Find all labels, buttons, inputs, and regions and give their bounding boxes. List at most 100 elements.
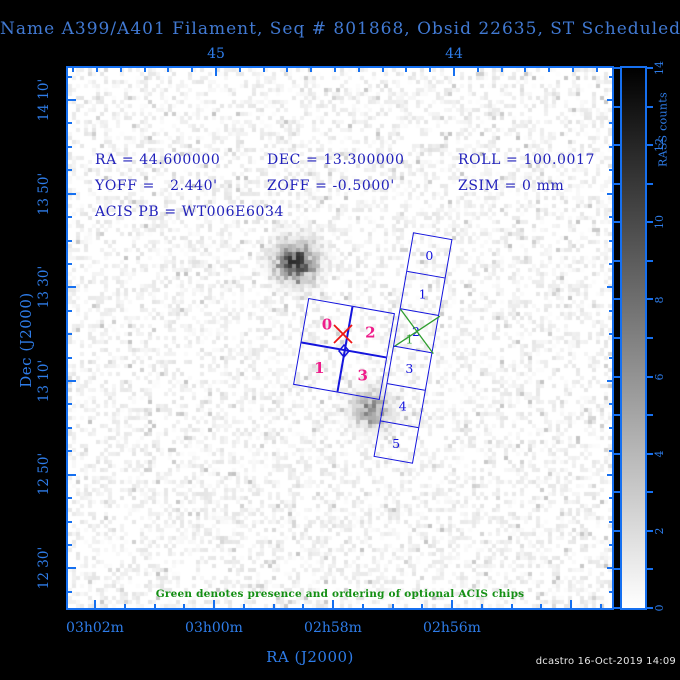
tick-mark bbox=[421, 604, 424, 608]
tick-mark bbox=[143, 68, 146, 72]
sky-plot: RA = 44.600000 DEC = 13.300000 ROLL = 10… bbox=[66, 66, 614, 610]
colorbar-tick bbox=[647, 414, 653, 417]
tick-mark bbox=[68, 356, 72, 359]
bottom-axis-tick-label: 02h58m bbox=[304, 620, 362, 636]
tick-mark bbox=[609, 356, 612, 359]
header-roll: ROLL = 100.0017 bbox=[458, 152, 596, 168]
tick-mark bbox=[609, 450, 612, 453]
tick-mark bbox=[500, 68, 503, 72]
tick-mark bbox=[68, 473, 76, 476]
colorbar-tick bbox=[647, 606, 653, 609]
acis-s-chip-label: 1 bbox=[418, 285, 427, 301]
acis-s-chip-label: 4 bbox=[398, 398, 407, 414]
colorbar-tick bbox=[613, 568, 620, 571]
tick-mark bbox=[361, 604, 364, 608]
tick-mark bbox=[68, 216, 72, 219]
tick-mark bbox=[68, 543, 72, 546]
tick-mark bbox=[609, 426, 612, 429]
tick-mark bbox=[68, 426, 72, 429]
left-axis-tick-label: 14 10' bbox=[36, 78, 52, 122]
colorbar-tick-label: 8 bbox=[653, 296, 666, 304]
colorbar-tick bbox=[613, 491, 620, 494]
ra-axis-title: RA (J2000) bbox=[266, 648, 354, 666]
tick-mark bbox=[405, 68, 408, 72]
left-axis-tick-label: 13 10' bbox=[36, 359, 52, 403]
colorbar-tick bbox=[613, 606, 620, 609]
tick-mark bbox=[215, 68, 217, 76]
bottom-axis-tick-label: 02h56m bbox=[423, 620, 481, 636]
header-yoff: YOFF = 2.440' bbox=[95, 178, 218, 194]
colorbar-tick bbox=[647, 568, 653, 571]
colorbar-tick-label: 0 bbox=[653, 604, 666, 612]
tick-mark bbox=[68, 450, 72, 453]
colorbar-tick bbox=[647, 336, 653, 339]
optional-chips-caption: Green denotes presence and ordering of o… bbox=[155, 588, 525, 600]
aimpoint-x-icon bbox=[333, 324, 353, 344]
colorbar-tick bbox=[647, 67, 653, 69]
tick-mark bbox=[609, 309, 612, 312]
top-axis-tick-label: 44 bbox=[445, 46, 463, 62]
colorbar-tick bbox=[613, 259, 620, 262]
colorbar-tick bbox=[647, 105, 653, 108]
acis-i-chip-label: 2 bbox=[365, 323, 376, 342]
tick-mark bbox=[119, 68, 122, 72]
tick-mark bbox=[238, 68, 241, 72]
tick-mark bbox=[609, 75, 612, 78]
acis-s-array: 0121345 bbox=[373, 232, 453, 465]
tick-mark bbox=[68, 520, 72, 523]
left-axis-tick-label: 12 30' bbox=[36, 546, 52, 590]
tick-mark bbox=[68, 380, 76, 382]
tick-mark bbox=[572, 68, 574, 72]
tick-mark bbox=[332, 600, 334, 608]
colorbar-tick-label: 2 bbox=[653, 527, 666, 535]
optional-chip-order-label: 1 bbox=[405, 331, 414, 347]
tick-mark bbox=[609, 590, 612, 593]
tick-mark bbox=[96, 68, 98, 72]
header-dec: DEC = 13.300000 bbox=[267, 152, 405, 168]
colorbar-tick bbox=[647, 375, 653, 378]
acis-s-chip-label: 3 bbox=[405, 360, 414, 376]
colorbar-tick bbox=[613, 298, 620, 301]
tick-mark bbox=[480, 604, 483, 608]
colorbar-tick bbox=[647, 529, 653, 532]
tick-mark bbox=[451, 600, 453, 608]
acis-i-chip-label: 3 bbox=[357, 366, 368, 385]
tick-mark bbox=[68, 262, 72, 265]
colorbar-tick bbox=[613, 144, 620, 147]
tick-mark bbox=[68, 590, 72, 593]
tick-mark bbox=[167, 68, 170, 72]
tick-mark bbox=[68, 333, 72, 336]
colorbar-tick bbox=[647, 491, 653, 494]
tick-mark bbox=[72, 68, 75, 72]
acis-s-chip: 5 bbox=[374, 420, 419, 465]
tick-mark bbox=[68, 192, 76, 195]
tick-mark bbox=[453, 68, 455, 76]
tick-mark bbox=[302, 604, 305, 608]
tick-mark bbox=[213, 600, 215, 608]
pointing-diamond-icon bbox=[338, 343, 350, 359]
tick-mark bbox=[272, 604, 275, 608]
tick-mark bbox=[607, 286, 612, 289]
tick-mark bbox=[391, 604, 394, 608]
tick-mark bbox=[609, 145, 612, 148]
acis-i-chip-label: 1 bbox=[314, 359, 325, 378]
tick-mark bbox=[153, 604, 156, 608]
tick-mark bbox=[68, 169, 72, 172]
tick-mark bbox=[609, 169, 612, 172]
header-zsim: ZSIM = 0 mm bbox=[458, 178, 565, 194]
tick-mark bbox=[570, 600, 572, 608]
tick-mark bbox=[68, 122, 72, 125]
top-axis-tick-label: 45 bbox=[207, 46, 225, 62]
tick-mark bbox=[68, 75, 72, 78]
footer-timestamp: dcastro 16-Oct-2019 14:09 bbox=[535, 656, 676, 667]
tick-mark bbox=[609, 239, 612, 242]
colorbar-tick bbox=[647, 182, 653, 185]
colorbar-tick-label: 10 bbox=[653, 215, 666, 229]
tick-mark bbox=[68, 286, 76, 289]
colorbar-tick bbox=[613, 336, 620, 339]
tick-mark bbox=[609, 122, 612, 125]
tick-mark bbox=[286, 68, 289, 72]
tick-mark bbox=[476, 68, 479, 72]
acis-s-chip: 4 bbox=[380, 383, 425, 428]
tick-mark bbox=[334, 68, 336, 72]
